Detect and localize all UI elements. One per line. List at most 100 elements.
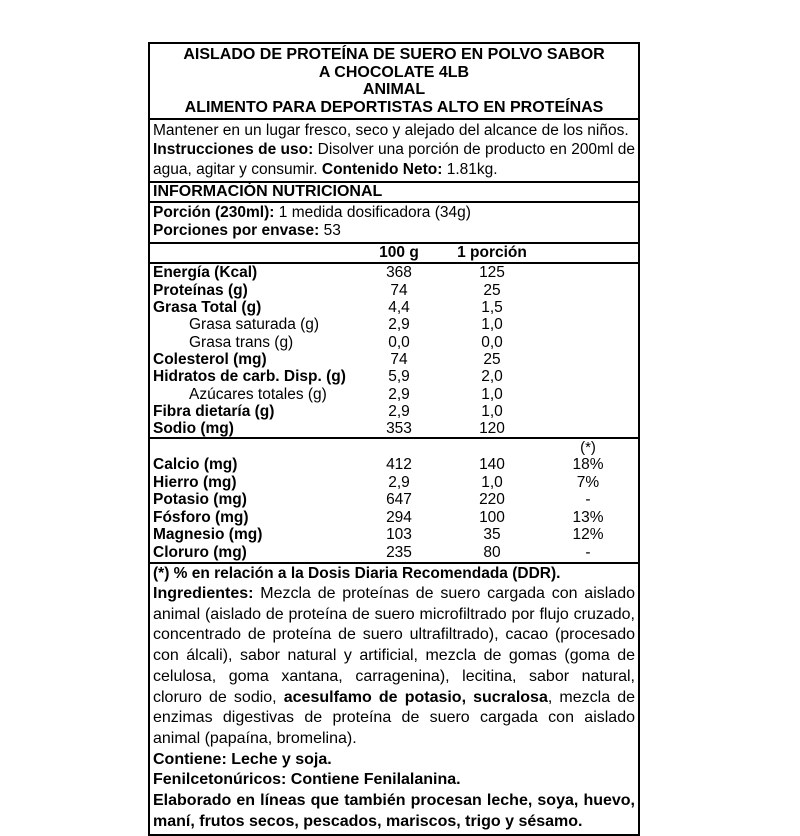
value-ddr: -: [585, 491, 591, 509]
ddr-column-header: (*): [580, 439, 596, 457]
product-title-line1: AISLADO DE PROTEÍNA DE SUERO EN POLVO SA…: [183, 46, 605, 63]
value-100g: 353: [386, 420, 412, 438]
value-serving: 35: [483, 526, 501, 544]
column-header-spacer: [153, 244, 354, 263]
value-100g: 4,4: [388, 299, 410, 317]
value-serving: 120: [479, 420, 505, 438]
product-subtitle: ALIMENTO PARA DEPORTISTAS ALTO EN PROTEÍ…: [184, 98, 604, 116]
value-serving: 125: [479, 264, 505, 282]
value-100g: 294: [386, 508, 412, 526]
nutrient-label: Fibra dietaría (g): [153, 402, 275, 420]
phenylketonurics-line: Fenilcetonúricos: Contiene Fenilalanina.: [153, 771, 461, 789]
table-row: Fósforo (mg) 294 100 13%: [150, 509, 638, 527]
nutrient-label: Proteínas (g): [153, 281, 248, 299]
table-row: Hidratos de carb. Disp. (g) 5,9 2,0: [150, 368, 638, 385]
value-100g: 74: [390, 281, 408, 299]
ddr-footnote: (*) % en relación a la Dosis Diaria Reco…: [153, 564, 561, 582]
value-serving: 1,0: [481, 385, 503, 403]
table-row: Proteínas (g) 74 25: [150, 282, 638, 299]
mineral-label: Calcio (mg): [153, 455, 238, 473]
value-ddr: -: [585, 543, 591, 561]
table-row: Grasa trans (g) 0,0 0,0: [150, 334, 638, 351]
instructions-text: Disolver una porción de producto en 200m…: [153, 141, 635, 178]
storage-instructions-block: Mantener en un lugar fresco, seco y alej…: [150, 120, 638, 183]
nutrition-label: AISLADO DE PROTEÍNA DE SUERO EN POLVO SA…: [148, 42, 640, 836]
value-100g: 74: [390, 350, 408, 368]
table-row: Azúcares totales (g) 2,9 1,0: [150, 386, 638, 403]
table-row: Grasa Total (g) 4,4 1,5: [150, 299, 638, 316]
nutrient-label: Colesterol (mg): [153, 350, 267, 368]
value-serving: 2,0: [481, 368, 503, 386]
ingredients-paragraph: Ingredientes: Mezcla de proteínas de sue…: [153, 584, 635, 750]
storage-text: Mantener en un lugar fresco, seco y alej…: [153, 121, 635, 140]
value-ddr: 7%: [576, 473, 600, 491]
portion-value: 1 medida dosificadora (34g): [278, 204, 471, 222]
value-serving: 1,0: [481, 316, 503, 334]
table-row: Cloruro (mg) 235 80 -: [150, 544, 638, 562]
ingredients-text-1: Mezcla de proteínas de suero cargada con…: [153, 585, 635, 706]
column-header-100g: 100 g: [379, 243, 419, 261]
nutrient-label: Energía (Kcal): [153, 264, 258, 282]
value-serving: 1,0: [481, 473, 503, 491]
value-100g: 368: [386, 264, 412, 282]
nutrient-sublabel: Azúcares totales (g): [189, 385, 327, 403]
servings-line: Porciones por envase: 53: [153, 222, 635, 240]
nutrient-label: Grasa Total (g): [153, 299, 262, 317]
nutrient-sublabel: Grasa trans (g): [189, 333, 294, 351]
value-100g: 2,9: [388, 385, 410, 403]
ingredients-allergens-block: Ingredientes: Mezcla de proteínas de sue…: [150, 584, 638, 834]
nutrient-label: Sodio (mg): [153, 420, 234, 438]
table-row: Calcio (mg) 412 140 18%: [150, 456, 638, 474]
table-row: Fibra dietaría (g) 2,9 1,0: [150, 403, 638, 420]
storage-sentence: Mantener en un lugar fresco, seco y alej…: [153, 122, 629, 139]
product-title-line2: A CHOCOLATE 4LB: [318, 63, 470, 81]
value-ddr: 13%: [572, 508, 604, 526]
mineral-label: Fósforo (mg): [153, 508, 249, 526]
value-serving: 1,5: [481, 299, 503, 317]
table-row: Grasa saturada (g) 2,9 1,0: [150, 316, 638, 333]
value-100g: 235: [386, 543, 412, 561]
mineral-label: Cloruro (mg): [153, 543, 247, 561]
value-serving: 220: [479, 491, 505, 509]
table-row: Energía (Kcal) 368 125: [150, 264, 638, 281]
table-row: Sodio (mg) 353 120: [150, 420, 638, 437]
nutrient-sublabel: Grasa saturada (g): [189, 316, 320, 334]
contains-line: Contiene: Leche y soja.: [153, 750, 332, 768]
value-serving: 140: [479, 455, 505, 473]
value-100g: 5,9: [388, 368, 410, 386]
table-row: Colesterol (mg) 74 25: [150, 351, 638, 368]
value-serving: 25: [483, 350, 501, 368]
mineral-label: Magnesio (mg): [153, 526, 263, 544]
value-serving: 0,0: [481, 333, 503, 351]
table-column-header: 100 g 1 porción: [150, 244, 638, 265]
product-brand: ANIMAL: [362, 81, 426, 98]
table-row: Magnesio (mg) 103 35 12%: [150, 526, 638, 544]
minerals-table: (*) Calcio (mg) 412 140 18% Hierro (mg) 2,9 1…: [150, 439, 638, 564]
value-100g: 0,0: [388, 333, 410, 351]
nutrition-heading: INFORMACIÓN NUTRICIONAL: [150, 183, 638, 204]
usage-instructions: Instrucciones de uso: Disolver una porci…: [153, 140, 635, 179]
table-row: Potasio (mg) 647 220 -: [150, 491, 638, 509]
ddr-column-header-row: (*): [150, 441, 638, 456]
value-ddr: 18%: [572, 455, 604, 473]
value-serving: 25: [483, 281, 501, 299]
page: AISLADO DE PROTEÍNA DE SUERO EN POLVO SA…: [148, 42, 640, 836]
servings-label: Porciones por envase:: [153, 222, 320, 240]
allergen-processing-line: Elaborado en líneas que también procesan…: [153, 792, 635, 830]
serving-info-block: Porción (230ml): 1 medida dosificadora (…: [150, 203, 638, 244]
value-100g: 103: [386, 526, 412, 544]
value-100g: 647: [386, 491, 412, 509]
column-header-serving: 1 porción: [457, 243, 527, 261]
mineral-label: Potasio (mg): [153, 491, 247, 509]
nutrient-table: Energía (Kcal) 368 125 Proteínas (g) 74 25 G…: [150, 264, 638, 440]
value-100g: 412: [386, 455, 412, 473]
instructions-label: Instrucciones de uso:: [153, 141, 314, 159]
value-100g: 2,9: [388, 473, 410, 491]
net-content-value: 1.81kg.: [446, 160, 498, 178]
ingredients-sweeteners-bold: acesulfamo de potasio, sucralosa: [283, 688, 548, 706]
value-serving: 80: [483, 543, 501, 561]
value-serving: 100: [479, 508, 505, 526]
mineral-label: Hierro (mg): [153, 473, 237, 491]
value-serving: 1,0: [481, 402, 503, 420]
table-row: Hierro (mg) 2,9 1,0 7%: [150, 474, 638, 492]
